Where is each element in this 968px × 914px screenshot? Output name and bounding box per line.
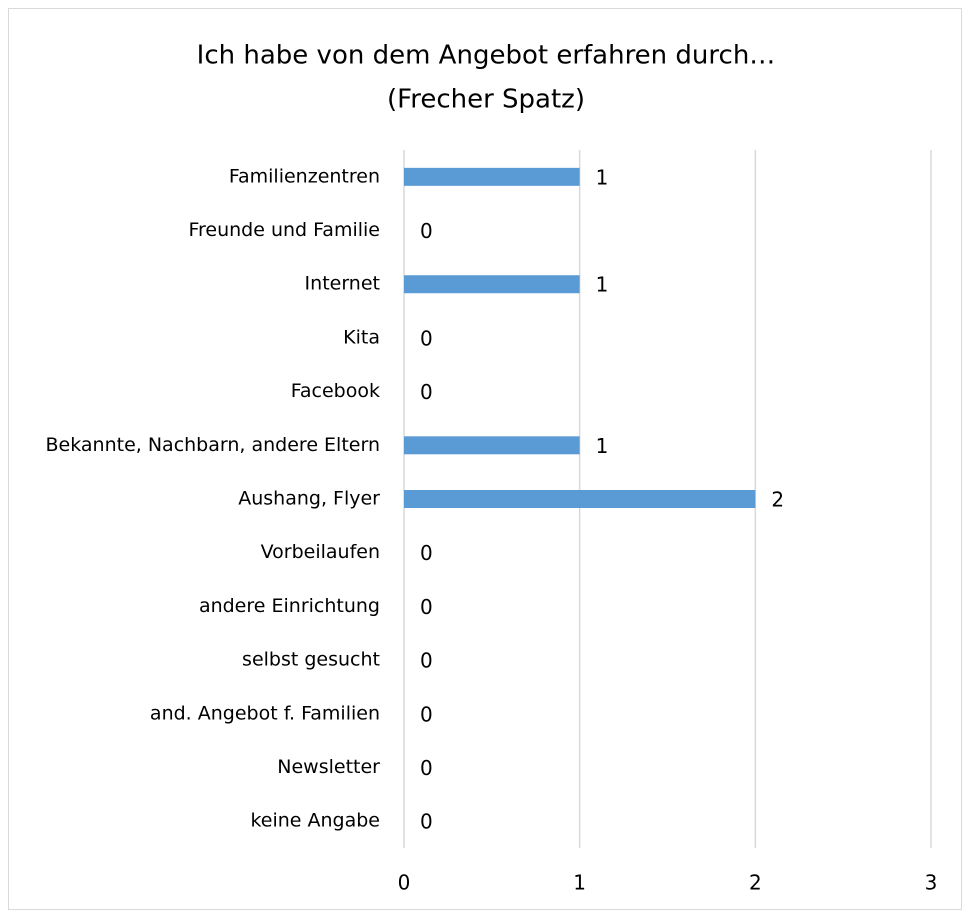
chart-frame — [8, 8, 962, 910]
value-label: 1 — [596, 434, 609, 458]
value-label: 0 — [420, 595, 433, 619]
y-tick-label: Aushang, Flyer — [238, 488, 380, 510]
value-label: 2 — [771, 488, 784, 512]
bar — [404, 275, 580, 294]
bar — [404, 167, 580, 186]
value-label: 1 — [596, 165, 609, 189]
y-tick-label: Facebook — [291, 380, 380, 402]
y-tick-label: Bekannte, Nachbarn, andere Eltern — [46, 434, 381, 456]
value-label: 0 — [420, 219, 433, 243]
y-tick-label: keine Angabe — [250, 810, 380, 832]
value-label: 0 — [420, 541, 433, 565]
y-tick-label: selbst gesucht — [242, 649, 380, 671]
value-label: 1 — [596, 273, 609, 297]
y-tick-label: andere Einrichtung — [199, 595, 380, 617]
value-label: 0 — [420, 380, 433, 404]
x-tick-label: 0 — [398, 871, 411, 895]
value-label: 0 — [420, 326, 433, 350]
value-label: 0 — [420, 756, 433, 780]
y-tick-label: Vorbeilaufen — [261, 541, 380, 563]
y-tick-label: Familienzentren — [229, 165, 380, 187]
y-tick-label: and. Angebot f. Familien — [150, 702, 380, 724]
bar — [404, 490, 756, 508]
x-tick-label: 1 — [573, 871, 586, 895]
x-tick-label: 2 — [749, 871, 762, 895]
y-tick-label: Internet — [305, 273, 380, 295]
bar — [404, 436, 580, 455]
value-label: 0 — [420, 649, 433, 673]
y-tick-label: Freunde und Familie — [188, 219, 380, 241]
value-label: 0 — [420, 810, 433, 834]
chart-title: Ich habe von dem Angebot erfahren durch… — [197, 41, 776, 71]
value-label: 0 — [420, 702, 433, 726]
chart-subtitle: (Frecher Spatz) — [387, 85, 585, 115]
y-tick-label: Newsletter — [277, 756, 380, 778]
x-tick-label: 3 — [925, 871, 938, 895]
y-tick-label: Kita — [343, 326, 380, 348]
